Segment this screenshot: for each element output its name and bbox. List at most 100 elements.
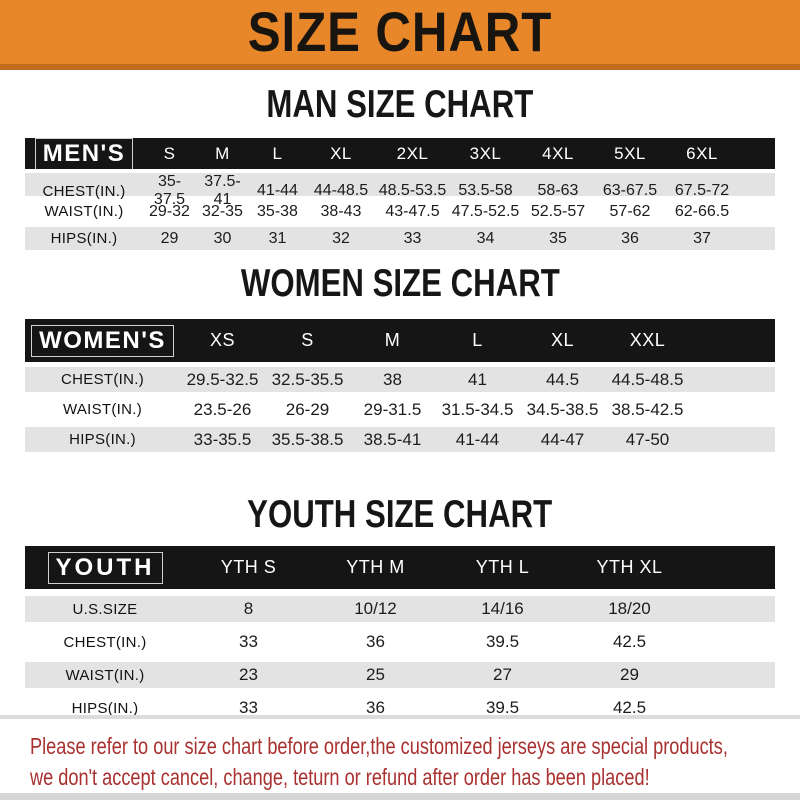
size-value-cell: 63-67.5: [602, 182, 658, 199]
size-value-cell: 67.5-72: [674, 182, 730, 199]
size-value-cell: 41-44: [257, 182, 298, 199]
table-header-label-cell: YOUTH: [25, 551, 185, 584]
size-value-cell: 10/12: [354, 599, 397, 618]
table-row: WAIST(IN.) 29-32 32-35 35-38 38-43 43-47.5 47.…: [25, 200, 775, 223]
divider-line: [0, 715, 800, 719]
size-value-cell: 39.5: [485, 698, 520, 717]
column-header: XXL: [629, 330, 666, 350]
youth-size-table: YOUTH YTH S YTH M YTH L YTH XL U.S.SIZE 8 10/12…: [25, 546, 775, 721]
column-header: 2XL: [396, 144, 429, 163]
size-value-cell: 36: [621, 229, 639, 247]
size-value-cell: 32: [332, 229, 350, 247]
size-value-cell: 29: [160, 229, 179, 247]
women-section-title: WOMEN SIZE CHART: [0, 264, 800, 303]
size-value-cell: 52.5-57: [530, 202, 586, 220]
row-label: CHEST(IN.): [61, 371, 144, 388]
size-value-cell: 44-48.5: [313, 182, 369, 199]
table-row: CHEST(IN.) 33 36 39.5 42.5: [25, 629, 775, 655]
size-value-cell: 47-50: [625, 429, 670, 449]
table-row: U.S.SIZE 8 10/12 14/16 18/20: [25, 596, 775, 622]
disclaimer-line-1: Please refer to our size chart before or…: [30, 733, 728, 759]
size-value-cell: 42.5: [612, 698, 647, 717]
size-value-cell: 33-35.5: [193, 429, 252, 449]
size-value-cell: 38: [383, 369, 402, 389]
divider-line: [0, 793, 800, 800]
size-value-cell: 37: [693, 229, 711, 247]
size-value-cell: 38.5-42.5: [611, 399, 684, 419]
size-value-cell: 18/20: [608, 599, 651, 618]
table-header-row: MEN'S S M L XL 2XL 3XL 4XL 5XL 6XL: [25, 138, 775, 170]
size-value-cell: 36: [366, 698, 385, 717]
size-value-cell: 43-47.5: [385, 202, 440, 220]
size-value-cell: 33: [239, 632, 258, 651]
table-row: WAIST(IN.) 23.5-26 26-29 29-31.5 31.5-34.5 34…: [25, 397, 775, 422]
column-header: L: [272, 144, 283, 163]
size-value-cell: 29: [620, 665, 639, 684]
size-value-cell: 39.5: [485, 632, 520, 651]
size-value-cell: 35-38: [257, 202, 298, 220]
table-row: WAIST(IN.) 23 25 27 29: [25, 662, 775, 688]
size-value-cell: 35: [549, 229, 567, 247]
youth-section-title: YOUTH SIZE CHART: [0, 495, 800, 534]
column-header: XS: [209, 330, 235, 350]
size-value-cell: 58-63: [537, 182, 579, 199]
size-value-cell: 57-62: [609, 202, 651, 220]
women-size-table: WOMEN'S XS S M L XL XXL CHEST(IN.) 29.5-32.5 32.5…: [25, 319, 775, 452]
column-header: XL: [550, 330, 575, 350]
size-value-cell: 27: [493, 665, 512, 684]
men-size-table: MEN'S S M L XL 2XL 3XL 4XL 5XL 6XL CHEST(IN.) 35-37…: [25, 138, 775, 250]
row-label: HIPS(IN.): [69, 431, 136, 448]
man-section-title-text: MAN SIZE CHART: [266, 83, 534, 126]
row-label: WAIST(IN.): [62, 401, 143, 418]
row-label: CHEST(IN.): [42, 182, 126, 200]
row-label: U.S.SIZE: [72, 600, 138, 618]
row-label: WAIST(IN.): [44, 203, 124, 220]
size-value-cell: 30: [213, 229, 232, 247]
size-value-cell: 33: [403, 229, 422, 247]
table-row: CHEST(IN.) 35-37.5 37.5-41 41-44 44-48.5 48.5…: [25, 173, 775, 208]
size-value-cell: 38.5-41: [363, 429, 422, 449]
size-value-cell: 23.5-26: [193, 399, 252, 419]
size-value-cell: 25: [366, 665, 385, 684]
size-value-cell: 42.5: [612, 632, 647, 651]
size-value-cell: 41-44: [455, 429, 500, 449]
column-header: YTH L: [475, 557, 530, 577]
column-header: 6XL: [686, 144, 718, 163]
column-header: 5XL: [614, 144, 646, 163]
size-value-cell: 29.5-32.5: [186, 369, 259, 389]
size-value-cell: 34: [476, 229, 495, 247]
size-value-cell: 38-43: [320, 202, 362, 220]
size-value-cell: 35.5-38.5: [271, 429, 344, 449]
size-value-cell: 41: [468, 369, 487, 389]
size-value-cell: 32.5-35.5: [271, 369, 344, 389]
table-header-label-cell: MEN'S: [25, 138, 143, 170]
size-value-cell: 31.5-34.5: [441, 399, 514, 419]
size-value-cell: 48.5-53.5: [378, 182, 447, 199]
size-value-cell: 44.5-48.5: [611, 369, 684, 389]
size-value-cell: 26-29: [285, 399, 330, 419]
disclaimer-line-2: we don't accept cancel, change, teturn o…: [30, 764, 650, 790]
table-header-label: MEN'S: [34, 138, 134, 170]
row-label: WAIST(IN.): [65, 666, 145, 684]
banner-title: SIZE CHART: [247, 0, 553, 63]
size-value-cell: 32-35: [202, 202, 243, 220]
size-value-cell: 33: [239, 698, 258, 717]
table-row: HIPS(IN.) 33-35.5 35.5-38.5 38.5-41 41-44 44-…: [25, 427, 775, 452]
column-header: L: [472, 330, 483, 350]
column-header: S: [301, 330, 314, 350]
table-header-label-cell: WOMEN'S: [25, 324, 180, 357]
size-value-cell: 47.5-52.5: [451, 202, 520, 220]
table-header-row: WOMEN'S XS S M L XL XXL: [25, 319, 775, 362]
column-header: YTH M: [346, 557, 405, 577]
size-value-cell: 14/16: [481, 599, 524, 618]
column-header: M: [384, 330, 401, 350]
size-value-cell: 62-66.5: [674, 202, 730, 220]
size-value-cell: 23: [239, 665, 258, 684]
column-header: M: [215, 144, 230, 163]
size-value-cell: 34.5-38.5: [526, 399, 599, 419]
size-value-cell: 31: [268, 229, 287, 247]
size-chart-banner: SIZE CHART: [0, 0, 800, 70]
column-header: YTH XL: [596, 557, 663, 577]
row-label: HIPS(IN.): [50, 230, 118, 247]
column-header: 4XL: [542, 144, 574, 163]
